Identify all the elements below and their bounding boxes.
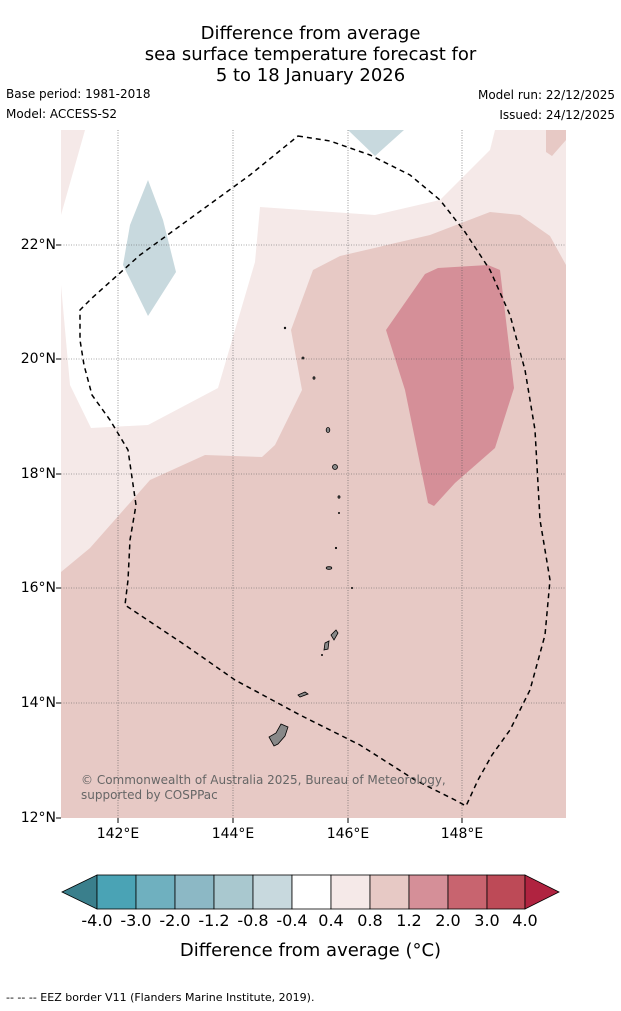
- title-line-3: 5 to 18 January 2026: [215, 65, 406, 86]
- colorbar-tick: 2.0: [435, 911, 461, 930]
- colorbar-tick: -4.0: [81, 911, 113, 930]
- colorbar-tick: 0.4: [318, 911, 344, 930]
- island: [320, 654, 323, 657]
- eez-footnote: -- -- -- EEZ border V11 (Flanders Marine…: [6, 991, 315, 1004]
- colorbar-extend-low: [61, 874, 98, 910]
- title-line-1: Difference from average: [200, 23, 421, 44]
- anomaly-region-0-4-corner: [546, 130, 566, 156]
- title-line-2: sea surface temperature forecast for: [144, 44, 477, 65]
- anomaly-region-negative-top: [348, 130, 404, 156]
- gridlines: [61, 130, 566, 818]
- lon-tick-144: 144°E: [211, 826, 255, 842]
- island: [337, 512, 340, 515]
- colorbar-segment: [408, 874, 449, 910]
- colorbar: [61, 874, 560, 910]
- colorbar-segment: [96, 874, 137, 910]
- island: [334, 546, 338, 550]
- model-label: Model: ACCESS-S2: [6, 107, 118, 121]
- island: [297, 691, 309, 698]
- issued-label: Issued: 24/12/2025: [499, 108, 615, 122]
- colorbar-tick: -2.0: [159, 911, 191, 930]
- colorbar-segment: [174, 874, 215, 910]
- island: [350, 587, 353, 590]
- island: [301, 356, 305, 360]
- lat-tick-14: 14°N: [20, 695, 56, 711]
- guam-island: [268, 723, 289, 747]
- island: [337, 495, 341, 499]
- colorbar-segment: [252, 874, 293, 910]
- colorbar-extend-high: [524, 874, 560, 910]
- lat-tick-16: 16°N: [20, 580, 56, 596]
- lon-tick-148: 148°E: [440, 826, 484, 842]
- colorbar-tick: 4.0: [512, 911, 538, 930]
- island: [330, 629, 339, 641]
- colorbar-tick: -3.0: [120, 911, 152, 930]
- island: [325, 427, 331, 433]
- island: [283, 326, 287, 330]
- colorbar-tick: 3.0: [474, 911, 500, 930]
- colorbar-tick: 0.8: [357, 911, 383, 930]
- colorbar-segment: [447, 874, 488, 910]
- axis-ticks: [56, 244, 463, 823]
- colorbar-segment: [291, 874, 332, 910]
- colorbar-segment: [369, 874, 410, 910]
- colorbar-tick: 1.2: [396, 911, 422, 930]
- island: [325, 566, 333, 570]
- islands: [268, 326, 353, 747]
- base-period-label: Base period: 1981-2018: [6, 87, 151, 101]
- anomaly-region-1-2: [386, 265, 514, 506]
- colorbar-segment: [330, 874, 371, 910]
- island: [323, 640, 330, 651]
- lat-tick-12: 12°N: [20, 810, 56, 826]
- colorbar-segment: [486, 874, 526, 910]
- colorbar-tick: -0.4: [276, 911, 308, 930]
- colorbar-segment: [135, 874, 176, 910]
- lat-tick-20: 20°N: [20, 351, 56, 367]
- lat-tick-22: 22°N: [20, 237, 56, 253]
- island: [312, 376, 316, 380]
- colorbar-label: Difference from average (°C): [179, 940, 442, 961]
- colorbar-tick: -0.8: [237, 911, 269, 930]
- colorbar-segment: [213, 874, 254, 910]
- colorbar-tick: -1.2: [198, 911, 230, 930]
- copyright-note: © Commonwealth of Australia 2025, Bureau…: [81, 773, 446, 802]
- lon-tick-146: 146°E: [326, 826, 370, 842]
- lat-tick-18: 18°N: [20, 466, 56, 482]
- lon-tick-142: 142°E: [96, 826, 140, 842]
- model-run-label: Model run: 22/12/2025: [477, 88, 615, 102]
- island: [332, 464, 338, 470]
- eez-border: [79, 135, 551, 808]
